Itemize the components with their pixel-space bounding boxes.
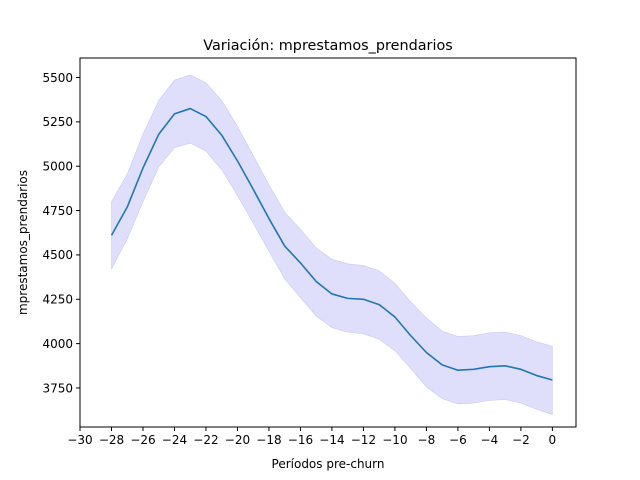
y-axis: 3750 4000 4250 4500 4750 5000 5250 5500 <box>42 71 80 395</box>
y-tick-label: 5500 <box>42 71 73 85</box>
x-tick-label: −20 <box>225 433 250 447</box>
x-tick-label: −22 <box>193 433 218 447</box>
series-line <box>110 107 553 381</box>
y-tick-label: 4500 <box>42 248 73 262</box>
y-axis-label: mprestamos_prendarios <box>16 170 30 315</box>
y-tick-label: 5250 <box>42 115 73 129</box>
x-tick-label: −10 <box>382 433 407 447</box>
y-tick-label: 4000 <box>42 337 73 351</box>
x-tick-label: −18 <box>256 433 281 447</box>
x-tick-label: −26 <box>130 433 155 447</box>
x-tick-label: −16 <box>288 433 313 447</box>
x-tick-label: −14 <box>319 433 344 447</box>
x-tick-label: −8 <box>418 433 436 447</box>
x-tick-label: −30 <box>67 433 92 447</box>
x-tick-label: −28 <box>99 433 124 447</box>
plot-area <box>110 74 553 415</box>
confidence-band <box>111 74 553 415</box>
y-tick-label: 5000 <box>42 160 73 174</box>
chart-title: Variación: mprestamos_prendarios <box>203 38 453 54</box>
plot-frame <box>79 57 577 428</box>
x-axis: −30 −28 −26 −24 −22 −20 −18 −16 −14 −12 −10 −8 −6 −4−… <box>67 427 556 447</box>
x-tick-label: −12 <box>351 433 376 447</box>
x-tick-label: −4 <box>481 433 499 447</box>
x-tick-label: 0 <box>549 433 557 447</box>
x-tick-label: −24 <box>162 433 187 447</box>
y-tick-label: 4750 <box>42 204 73 218</box>
x-tick-label: −6 <box>449 433 467 447</box>
x-axis-label: Períodos pre-churn <box>272 457 385 471</box>
y-tick-label: 4250 <box>42 293 73 307</box>
y-tick-label: 3750 <box>42 381 73 395</box>
x-tick-label: −2 <box>512 433 530 447</box>
